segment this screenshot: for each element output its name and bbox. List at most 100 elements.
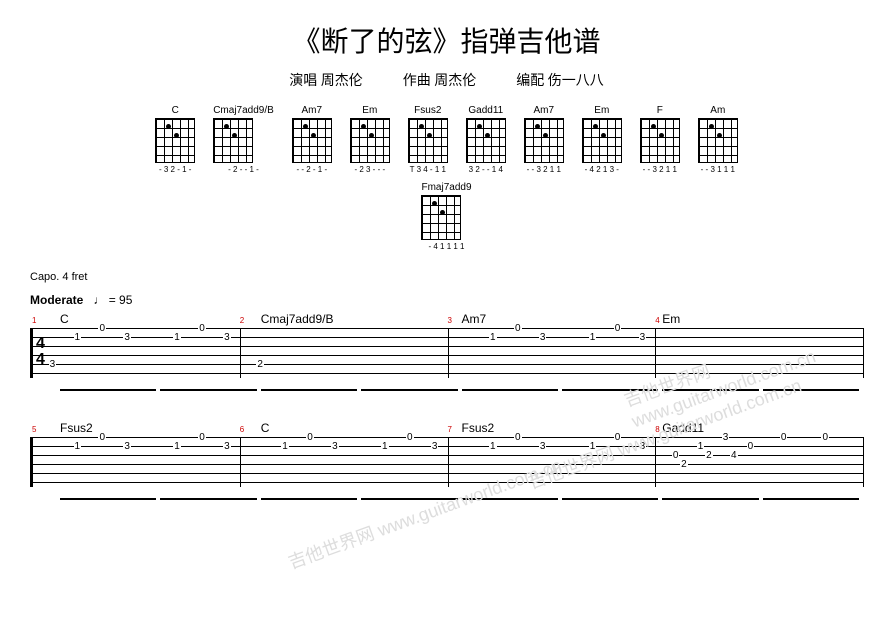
- tempo-bpm: = 95: [109, 293, 133, 307]
- tab-fret-number: 0: [98, 432, 106, 443]
- tab-fret-number: 2: [680, 459, 688, 470]
- tab-fret-number: 1: [74, 332, 82, 343]
- chord-diagram: Cmaj7add9/B - 2 - - 1 -: [213, 105, 274, 174]
- arranger-credit: 编配 伤一八八: [516, 70, 604, 90]
- chord-diagram: Am - - 3 1 1 1: [698, 105, 738, 174]
- tab-fret-number: 0: [406, 432, 414, 443]
- chord-fingering: - - 3 2 1 1: [640, 165, 680, 174]
- chord-fingering: - 2 3 - - -: [350, 165, 390, 174]
- chord-label: Cmaj7add9/B: [261, 312, 462, 326]
- chord-label: Em: [662, 312, 863, 326]
- composer-credit: 作曲 周杰伦: [403, 70, 477, 90]
- tab-fret-number: 0: [780, 432, 788, 443]
- measure-number: 3: [448, 316, 452, 325]
- chord-grid: [292, 118, 332, 163]
- tab-fret-number: 4: [730, 450, 738, 461]
- credits-row: 演唱 周杰伦 作曲 周杰伦 编配 伤一八八: [0, 70, 893, 90]
- chord-fingering: - 2 - - 1 -: [213, 165, 274, 174]
- measure-number: 8: [655, 425, 659, 434]
- chord-label: Gadd11: [662, 421, 863, 435]
- chord-diagram: Am7 - - 2 - 1 -: [292, 105, 332, 174]
- chord-grid: [466, 118, 506, 163]
- chord-labels: Fsus2CFsus2Gadd11: [30, 421, 863, 435]
- chord-diagram: Fsus2 T 3 4 - 1 1: [408, 105, 448, 174]
- tab-fret-number: 1: [489, 332, 497, 343]
- chord-fingering: - - 3 1 1 1: [698, 165, 738, 174]
- chord-fingering: - 4 2 1 3 -: [582, 165, 622, 174]
- chord-diagram: F - - 3 2 1 1: [640, 105, 680, 174]
- chord-label: Am7: [462, 312, 663, 326]
- tab-fret-number: 3: [331, 441, 339, 452]
- tab-staff: 12344400001313131332: [30, 328, 863, 378]
- tab-fret-number: 3: [722, 432, 730, 443]
- chord-diagrams-row-1: C - 3 2 - 1 - Cmaj7add9/B - 2 - - 1 - Am7 …: [0, 105, 893, 174]
- tab-fret-number: 0: [98, 323, 106, 334]
- chord-name: Em: [350, 105, 390, 116]
- tab-fret-number: 1: [697, 441, 705, 452]
- measure-number: 1: [32, 316, 36, 325]
- tab-fret-number: 1: [281, 441, 289, 452]
- chord-diagram: C - 3 2 - 1 -: [155, 105, 195, 174]
- tab-fret-number: 0: [306, 432, 314, 443]
- chord-grid: [640, 118, 680, 163]
- tab-fret-number: 3: [539, 441, 547, 452]
- chord-fingering: - - 2 - 1 -: [292, 165, 332, 174]
- chord-fingering: 3 2 - - 1 4: [466, 165, 506, 174]
- tab-fret-number: 1: [489, 441, 497, 452]
- chord-diagram: Em - 2 3 - - -: [350, 105, 390, 174]
- tab-fret-number: 3: [123, 441, 131, 452]
- tab-fret-number: 0: [514, 432, 522, 443]
- chord-grid: [698, 118, 738, 163]
- chord-name: Fsus2: [408, 105, 448, 116]
- chord-labels: CCmaj7add9/BAm7Em: [30, 312, 863, 326]
- rhythm-markers: [30, 490, 863, 500]
- tab-fret-number: 0: [614, 323, 622, 334]
- tab-staff: 5678000000300131313131313100242: [30, 437, 863, 487]
- tab-fret-number: 3: [431, 441, 439, 452]
- tab-fret-number: 0: [514, 323, 522, 334]
- tab-fret-number: 1: [381, 441, 389, 452]
- chord-diagram: Am7 - - 3 2 1 1: [524, 105, 564, 174]
- chord-label: C: [261, 421, 462, 435]
- chord-name: Am: [698, 105, 738, 116]
- chord-grid: [524, 118, 564, 163]
- chord-name: Am7: [524, 105, 564, 116]
- chord-fingering: - 3 2 - 1 -: [155, 165, 195, 174]
- rhythm-markers: [30, 381, 863, 391]
- chord-grid: [155, 118, 195, 163]
- chord-grid: [350, 118, 390, 163]
- chord-diagram: Em - 4 2 1 3 -: [582, 105, 622, 174]
- measure-number: 4: [655, 316, 659, 325]
- tab-fret-number: 0: [821, 432, 829, 443]
- tab-fret-number: 0: [672, 450, 680, 461]
- tab-numbers: 00001313131332: [32, 328, 863, 378]
- tab-fret-number: 3: [639, 441, 647, 452]
- tab-fret-number: 3: [539, 332, 547, 343]
- tab-numbers: 000000300131313131313100242: [32, 437, 863, 487]
- chord-label: Fsus2: [462, 421, 663, 435]
- tab-fret-number: 0: [198, 432, 206, 443]
- tab-fret-number: 1: [589, 332, 597, 343]
- chord-grid: [408, 118, 448, 163]
- tab-fret-number: 1: [74, 441, 82, 452]
- tab-system-2: Fsus2CFsus2Gadd1156780000003001313131313…: [30, 421, 863, 500]
- chord-fingering: T 3 4 - 1 1: [408, 165, 448, 174]
- chord-name: Gadd11: [466, 105, 506, 116]
- chord-grid: [213, 118, 253, 163]
- tab-fret-number: 0: [198, 323, 206, 334]
- chord-name: Em: [582, 105, 622, 116]
- chord-grid: [582, 118, 622, 163]
- measure-number: 6: [240, 425, 244, 434]
- tab-fret-number: 1: [589, 441, 597, 452]
- tab-fret-number: 3: [223, 332, 231, 343]
- tab-fret-number: 1: [173, 441, 181, 452]
- measure-number: 7: [448, 425, 452, 434]
- singer-credit: 演唱 周杰伦: [289, 70, 363, 90]
- tempo-label: Moderate: [30, 293, 83, 307]
- tab-fret-number: 3: [639, 332, 647, 343]
- tab-fret-number: 3: [223, 441, 231, 452]
- chord-fingering: - - 3 2 1 1: [524, 165, 564, 174]
- chord-fingering: - 4 1 1 1 1: [421, 242, 471, 251]
- tab-fret-number: 0: [614, 432, 622, 443]
- chord-name: Am7: [292, 105, 332, 116]
